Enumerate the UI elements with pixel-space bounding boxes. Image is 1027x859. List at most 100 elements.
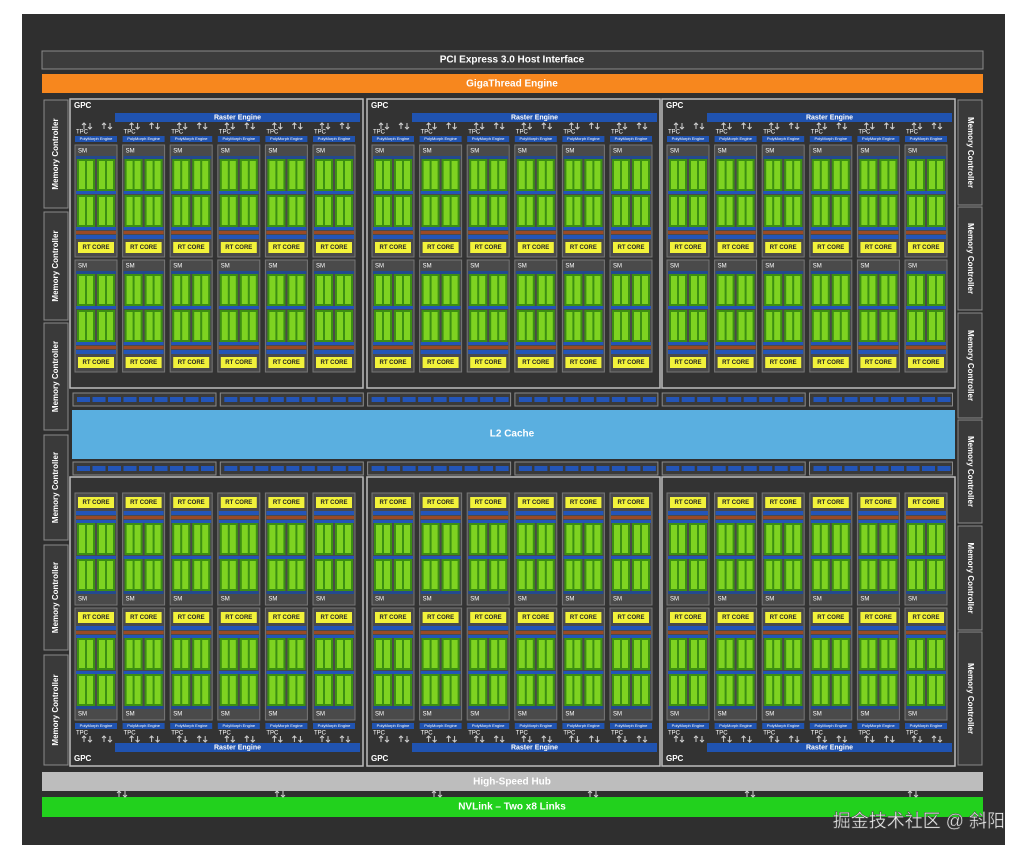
- cuda-core: [229, 640, 236, 668]
- sm-band: [123, 342, 164, 345]
- cuda-core: [614, 276, 620, 304]
- rt-core: [422, 612, 459, 623]
- rt-core-label: RT CORE: [570, 245, 597, 251]
- rt-core: [765, 497, 802, 508]
- cuda-core: [691, 525, 697, 553]
- cuda-core: [443, 640, 450, 668]
- cuda-core: [404, 276, 410, 304]
- cuda-core: [317, 312, 323, 340]
- cuda-core: [794, 312, 801, 340]
- arrow: [493, 735, 505, 743]
- polymorph-engine: [762, 723, 805, 729]
- cuda-core: [813, 197, 820, 225]
- rt-core: [173, 612, 210, 623]
- sm-band: [715, 191, 756, 194]
- cuda-core: [325, 676, 331, 704]
- cuda-core: [126, 676, 133, 704]
- cuda-core: [471, 276, 478, 304]
- rt-core-label: RT CORE: [913, 360, 940, 366]
- crossbar-cell: [813, 397, 827, 402]
- sm-band: [218, 346, 259, 349]
- rt-core-label: RT CORE: [722, 615, 749, 621]
- cuda-core: [337, 197, 343, 225]
- cuda-core: [566, 197, 573, 225]
- sm-band: [515, 520, 556, 523]
- cuda-core: [594, 312, 601, 340]
- sm-band: [314, 271, 354, 274]
- cuda-core: [671, 161, 677, 189]
- tpc-label: TPC: [611, 731, 624, 737]
- rt-core-label: RT CORE: [675, 500, 702, 506]
- rt-core: [268, 497, 305, 508]
- sm-band: [468, 156, 509, 159]
- sm-band: [314, 511, 354, 515]
- arrow: [426, 735, 437, 743]
- sm-band: [420, 235, 461, 239]
- rt-core-label: RT CORE: [570, 360, 597, 366]
- arrow: [431, 790, 443, 798]
- arrow: [149, 735, 160, 743]
- cuda-core: [241, 312, 248, 340]
- sm-label: SM: [765, 149, 774, 155]
- cuda-core: [841, 312, 848, 340]
- cuda-core: [538, 640, 545, 668]
- cuda-core: [738, 312, 745, 340]
- cuda-core: [182, 276, 189, 304]
- raster-engine-label: Raster Engine: [511, 114, 558, 121]
- arrow: [521, 735, 533, 743]
- sm-band: [906, 156, 946, 159]
- rt-core: [670, 497, 706, 508]
- crossbar-cell: [371, 466, 385, 471]
- cuda-core: [679, 640, 685, 668]
- tpc-label: TPC: [811, 731, 824, 737]
- cuda-core: [746, 676, 753, 704]
- sm-band: [76, 231, 116, 234]
- sm-band: [563, 235, 604, 239]
- crossbar-cell: [813, 466, 827, 471]
- cuda-core: [699, 525, 705, 553]
- cuda-core: [671, 525, 677, 553]
- tpc-label: TPC: [668, 130, 681, 136]
- crossbar-cell: [580, 397, 594, 402]
- cuda-core: [269, 676, 276, 704]
- crossbar-cell: [387, 466, 401, 471]
- sm-band: [563, 350, 604, 354]
- crossbar-cell: [712, 466, 726, 471]
- sm-band: [314, 516, 354, 519]
- rt-core: [670, 357, 706, 368]
- cuda-core: [431, 640, 438, 668]
- sm-band: [266, 342, 307, 345]
- arrow: [129, 122, 140, 130]
- cuda-core: [182, 197, 189, 225]
- sm-band: [563, 511, 604, 515]
- rt-core-label: RT CORE: [273, 360, 300, 366]
- rt-core: [422, 357, 459, 368]
- sm-band: [218, 626, 259, 630]
- sm-label: SM: [316, 597, 325, 603]
- crossbar-cell: [92, 397, 106, 402]
- cuda-core: [491, 676, 498, 704]
- cuda-core: [134, 676, 141, 704]
- sm-band: [668, 156, 708, 159]
- sm-label: SM: [613, 149, 622, 155]
- sm-band: [563, 342, 604, 345]
- cuda-core: [861, 161, 868, 189]
- sm-band: [810, 520, 851, 523]
- arrow: [884, 735, 895, 743]
- crossbar-cell: [387, 397, 401, 402]
- raster-engine: [707, 743, 952, 752]
- cuda-core: [821, 312, 828, 340]
- memory-controller-label: Memory Controller: [51, 118, 60, 189]
- cuda-core: [718, 525, 725, 553]
- cuda-core: [277, 197, 284, 225]
- cuda-core: [642, 640, 648, 668]
- arrow: [398, 735, 410, 743]
- sm-band: [171, 556, 212, 559]
- cuda-core: [337, 525, 343, 553]
- sm-band: [858, 631, 899, 634]
- rt-core-label: RT CORE: [522, 500, 549, 506]
- arrow: [616, 735, 628, 743]
- arrow: [836, 122, 848, 130]
- sm-label: SM: [565, 597, 574, 603]
- sm-band: [715, 671, 756, 674]
